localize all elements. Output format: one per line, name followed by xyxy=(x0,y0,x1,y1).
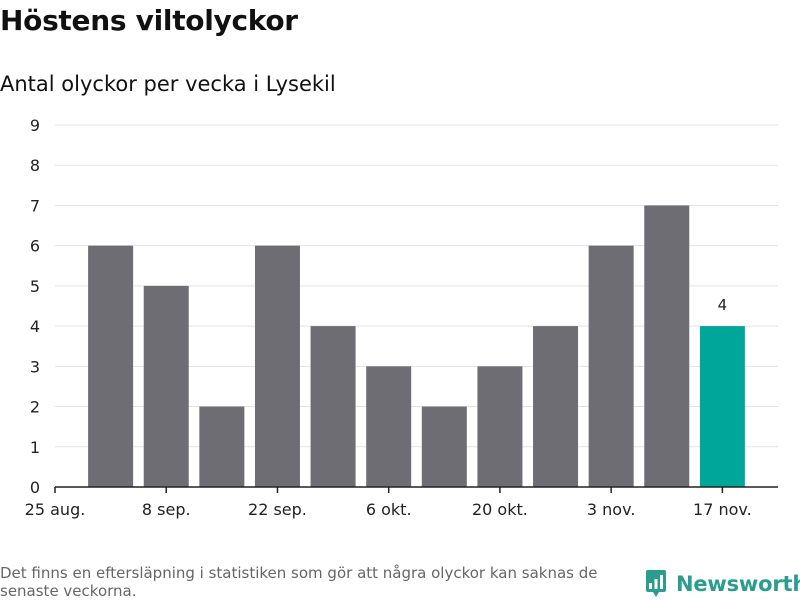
x-tick-label: 25 aug. xyxy=(25,500,86,519)
x-tick-label: 22 sep. xyxy=(248,500,307,519)
bar xyxy=(199,406,245,487)
bar xyxy=(254,245,300,487)
y-tick-label: 7 xyxy=(30,196,40,215)
bar xyxy=(644,205,690,487)
y-tick-label: 1 xyxy=(30,438,40,457)
y-tick-label: 8 xyxy=(30,156,40,175)
y-tick-label: 4 xyxy=(30,317,40,336)
y-tick-label: 3 xyxy=(30,357,40,376)
bar-highlighted xyxy=(699,326,745,487)
bar xyxy=(533,326,579,487)
brand-name: Newsworthy xyxy=(676,572,800,596)
y-tick-label: 2 xyxy=(30,398,40,417)
bar xyxy=(366,366,412,487)
x-axis: 25 aug. 8 sep. 22 sep. 6 okt. 20 okt. 3 nov. 1… xyxy=(25,486,778,519)
x-tick-label: 8 sep. xyxy=(142,500,191,519)
chart-title: Höstens viltolyckor xyxy=(0,4,298,37)
y-axis-ticks: 0 1 2 3 4 5 6 7 8 9 xyxy=(30,116,40,497)
bar xyxy=(477,366,523,487)
y-tick-label: 9 xyxy=(30,116,40,135)
newsworthy-logo-icon xyxy=(646,570,666,597)
bar-value-label: 4 xyxy=(718,296,728,314)
bar xyxy=(421,406,467,487)
bar xyxy=(588,245,634,487)
x-tick-label: 20 okt. xyxy=(472,500,528,519)
x-tick-label: 17 nov. xyxy=(693,500,752,519)
y-tick-label: 5 xyxy=(30,277,40,296)
y-tick-label: 6 xyxy=(30,237,40,256)
bar xyxy=(310,326,356,487)
footnote: Det finns en eftersläpning i statistiken… xyxy=(0,564,598,600)
brand-logo: Newsworthy xyxy=(644,569,800,599)
x-tick-label: 6 okt. xyxy=(366,500,412,519)
bar xyxy=(143,285,189,487)
chart-subtitle: Antal olyckor per vecka i Lysekil xyxy=(0,72,336,96)
x-tick-label: 3 nov. xyxy=(587,500,636,519)
bars xyxy=(88,205,745,487)
data-labels: 4 xyxy=(718,296,728,314)
y-tick-label: 0 xyxy=(30,478,40,497)
bar xyxy=(88,245,134,487)
